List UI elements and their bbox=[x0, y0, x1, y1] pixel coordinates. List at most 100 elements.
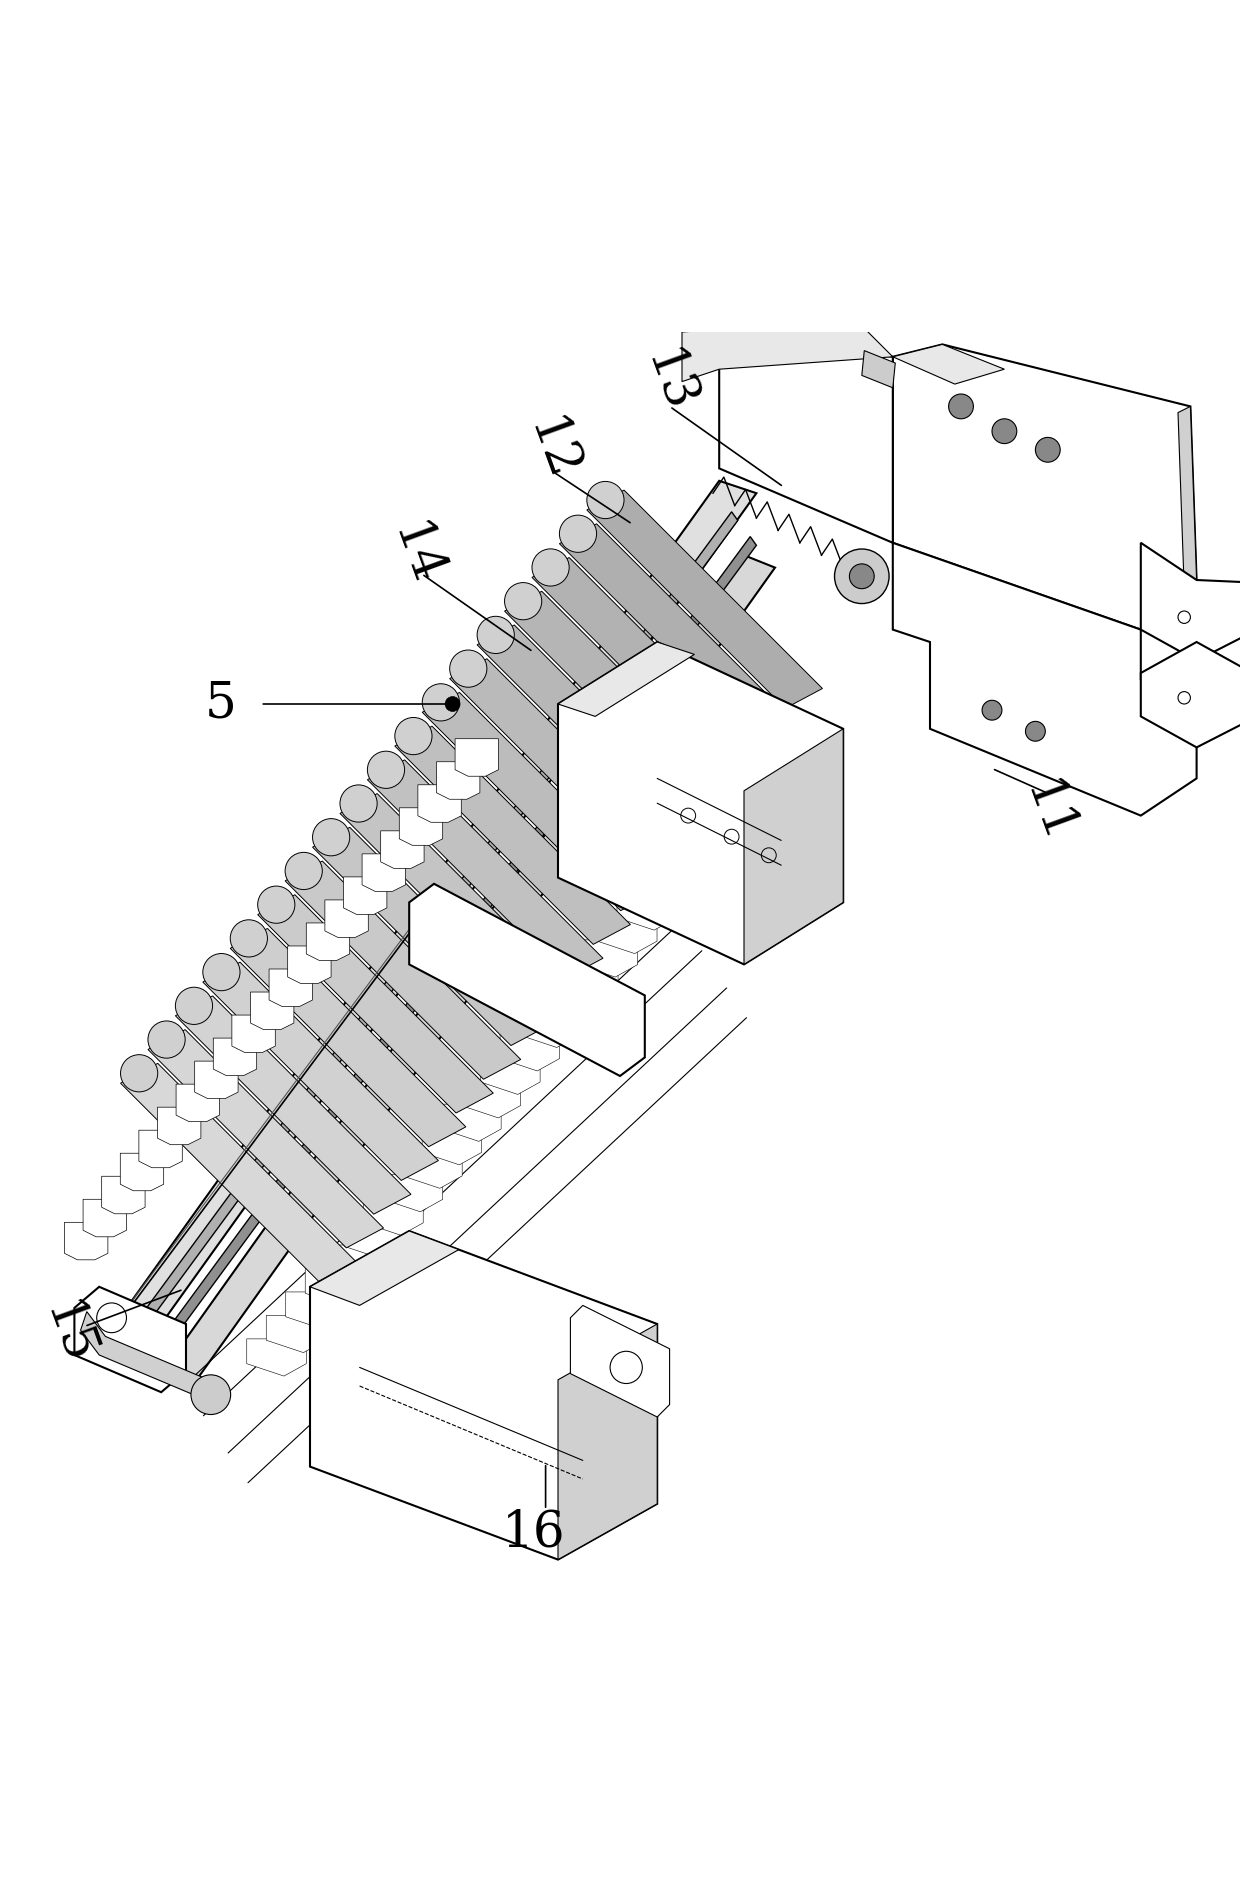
Text: 13: 13 bbox=[635, 343, 704, 421]
Polygon shape bbox=[285, 861, 521, 1080]
Polygon shape bbox=[570, 1306, 670, 1417]
Polygon shape bbox=[124, 1312, 186, 1367]
Circle shape bbox=[231, 920, 268, 958]
Polygon shape bbox=[175, 996, 410, 1215]
Circle shape bbox=[203, 954, 241, 990]
Polygon shape bbox=[124, 482, 756, 1323]
Polygon shape bbox=[325, 901, 368, 937]
Circle shape bbox=[148, 1021, 185, 1059]
Polygon shape bbox=[403, 1152, 463, 1188]
Polygon shape bbox=[409, 883, 645, 1076]
Polygon shape bbox=[312, 828, 548, 1045]
Polygon shape bbox=[559, 524, 795, 743]
Polygon shape bbox=[64, 1222, 108, 1260]
Polygon shape bbox=[520, 1011, 579, 1047]
Polygon shape bbox=[148, 1030, 383, 1247]
Polygon shape bbox=[267, 1316, 326, 1352]
Polygon shape bbox=[558, 963, 618, 1000]
Circle shape bbox=[445, 697, 460, 712]
Polygon shape bbox=[500, 1034, 559, 1070]
Circle shape bbox=[849, 564, 874, 588]
Polygon shape bbox=[161, 556, 775, 1386]
Circle shape bbox=[1025, 722, 1045, 741]
Polygon shape bbox=[558, 642, 694, 716]
Polygon shape bbox=[423, 693, 658, 910]
Polygon shape bbox=[345, 1222, 404, 1259]
Polygon shape bbox=[157, 1108, 201, 1144]
Polygon shape bbox=[893, 345, 1197, 630]
Circle shape bbox=[312, 819, 350, 855]
Polygon shape bbox=[539, 986, 599, 1024]
Polygon shape bbox=[83, 1200, 126, 1238]
Circle shape bbox=[982, 701, 1002, 720]
Polygon shape bbox=[306, 923, 350, 960]
Circle shape bbox=[835, 548, 889, 604]
Polygon shape bbox=[682, 320, 893, 381]
Polygon shape bbox=[340, 794, 575, 1011]
Polygon shape bbox=[232, 1015, 275, 1053]
Circle shape bbox=[285, 853, 322, 889]
Polygon shape bbox=[505, 592, 740, 809]
Polygon shape bbox=[656, 845, 715, 883]
Polygon shape bbox=[363, 1198, 423, 1236]
Polygon shape bbox=[477, 625, 713, 843]
Polygon shape bbox=[310, 1232, 657, 1559]
Polygon shape bbox=[455, 739, 498, 777]
Polygon shape bbox=[213, 1038, 257, 1076]
Circle shape bbox=[532, 548, 569, 586]
Polygon shape bbox=[149, 537, 756, 1363]
Circle shape bbox=[587, 482, 624, 518]
Polygon shape bbox=[74, 1287, 186, 1392]
Polygon shape bbox=[744, 729, 843, 965]
Polygon shape bbox=[636, 870, 696, 906]
Polygon shape bbox=[325, 1245, 384, 1281]
Polygon shape bbox=[81, 1312, 223, 1405]
Text: 11: 11 bbox=[1013, 775, 1083, 851]
Polygon shape bbox=[139, 1131, 182, 1167]
Polygon shape bbox=[176, 1083, 219, 1121]
Polygon shape bbox=[461, 1081, 521, 1118]
Text: 12: 12 bbox=[517, 411, 587, 487]
Polygon shape bbox=[481, 1057, 541, 1095]
Circle shape bbox=[367, 752, 404, 788]
Polygon shape bbox=[436, 762, 480, 800]
Circle shape bbox=[559, 516, 596, 552]
Polygon shape bbox=[310, 1232, 459, 1306]
Polygon shape bbox=[362, 853, 405, 891]
Polygon shape bbox=[598, 916, 657, 954]
Polygon shape bbox=[893, 345, 1004, 385]
Polygon shape bbox=[383, 1175, 443, 1211]
Polygon shape bbox=[269, 969, 312, 1007]
Polygon shape bbox=[418, 784, 461, 823]
Polygon shape bbox=[285, 1293, 345, 1329]
Polygon shape bbox=[618, 893, 677, 931]
Polygon shape bbox=[441, 1104, 501, 1140]
Polygon shape bbox=[381, 830, 424, 868]
Polygon shape bbox=[195, 1061, 238, 1099]
Circle shape bbox=[97, 1302, 126, 1333]
Polygon shape bbox=[399, 807, 443, 845]
Polygon shape bbox=[247, 1339, 306, 1377]
Text: 5: 5 bbox=[205, 680, 237, 729]
Text: 16: 16 bbox=[501, 1508, 565, 1557]
Polygon shape bbox=[120, 1154, 164, 1190]
Polygon shape bbox=[450, 659, 686, 878]
Circle shape bbox=[992, 419, 1017, 444]
Polygon shape bbox=[862, 350, 895, 388]
Polygon shape bbox=[250, 992, 294, 1030]
Polygon shape bbox=[1178, 406, 1197, 588]
Polygon shape bbox=[1141, 642, 1240, 748]
Circle shape bbox=[394, 718, 432, 754]
Polygon shape bbox=[719, 331, 893, 543]
Polygon shape bbox=[231, 929, 466, 1146]
Polygon shape bbox=[394, 725, 630, 944]
Polygon shape bbox=[587, 489, 822, 708]
Polygon shape bbox=[558, 642, 843, 965]
Polygon shape bbox=[203, 962, 439, 1180]
Polygon shape bbox=[258, 895, 494, 1114]
Circle shape bbox=[175, 988, 212, 1024]
Circle shape bbox=[477, 617, 515, 653]
Polygon shape bbox=[578, 941, 637, 977]
Polygon shape bbox=[130, 512, 738, 1339]
Circle shape bbox=[258, 885, 295, 923]
